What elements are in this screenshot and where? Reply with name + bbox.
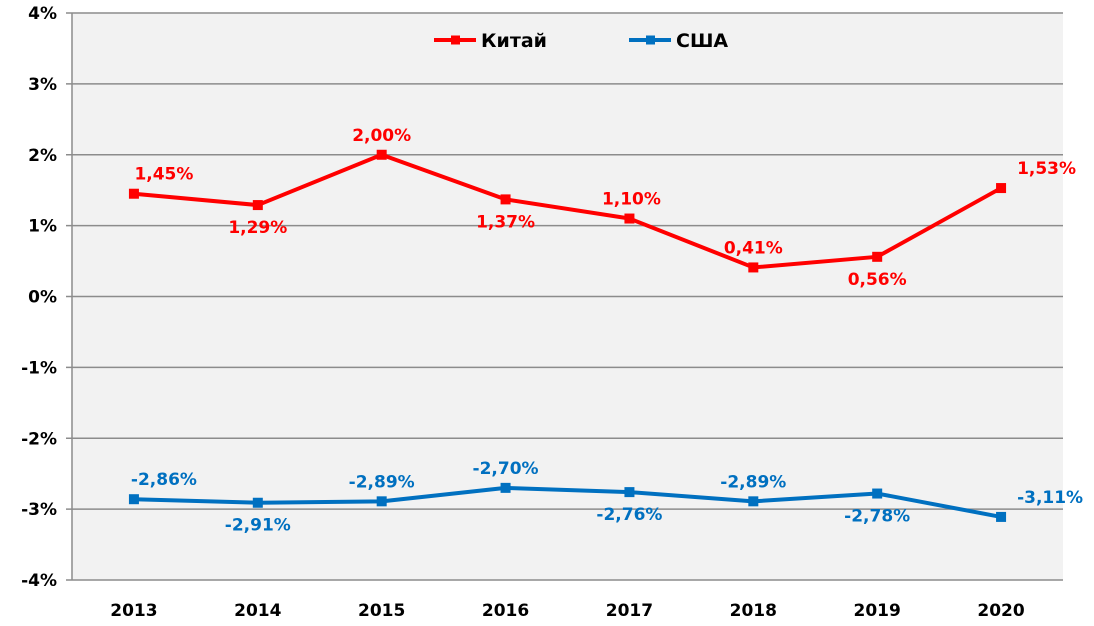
data-point-marker: [376, 149, 387, 160]
data-label: -2,89%: [720, 472, 786, 492]
x-tick-label: 2013: [110, 601, 157, 621]
data-point-marker: [500, 482, 511, 493]
legend: Китай США: [434, 30, 728, 52]
data-label: 1,53%: [1017, 159, 1076, 179]
legend-item-china: Китай: [434, 30, 547, 52]
x-tick-label: 2015: [358, 601, 405, 621]
data-point-marker: [500, 194, 511, 205]
y-tick-label: -4%: [21, 571, 57, 591]
y-axis-tick-labels: 4% 3% 2% 1% 0% -1% -2% -3% -4%: [21, 4, 57, 591]
data-point-marker: [376, 496, 387, 507]
data-point-marker: [872, 251, 883, 262]
data-label: 1,45%: [134, 165, 193, 185]
x-tick-label: 2014: [234, 601, 281, 621]
x-tick-label: 2020: [977, 601, 1024, 621]
data-label: 0,41%: [724, 238, 783, 258]
y-tick-label: 3%: [28, 75, 57, 95]
data-point-marker: [996, 183, 1007, 194]
series-china: 1,45% 1,29% 2,00% 1,37% 1,10% 0,41% 0,56% 1,53%: [128, 126, 1076, 290]
x-axis-tick-labels: 2013 2014 2015 2016 2017 2018 2019 2020: [110, 601, 1025, 621]
data-point-marker: [748, 496, 759, 507]
data-label: 0,56%: [848, 270, 907, 290]
data-point-marker: [624, 213, 635, 224]
data-label: -2,78%: [844, 507, 910, 527]
data-point-marker: [872, 488, 883, 499]
y-tick-label: 2%: [28, 146, 57, 166]
data-label: 1,10%: [602, 190, 661, 210]
y-tick-label: 4%: [28, 4, 57, 24]
y-tick-label: 0%: [28, 288, 57, 308]
data-point-marker: [996, 511, 1007, 522]
legend-marker-swatch: [451, 35, 460, 45]
series-usa: -2,86% -2,91% -2,89% -2,70% -2,76% -2,89% -2,7…: [128, 459, 1083, 536]
data-label: -2,91%: [225, 516, 291, 536]
series-line: [133, 485, 1002, 519]
x-tick-label: 2017: [606, 601, 653, 621]
legend-label: Китай: [481, 30, 547, 52]
x-tick-label: 2016: [482, 601, 529, 621]
data-label: -3,11%: [1017, 488, 1083, 508]
y-tick-label: -2%: [21, 429, 57, 449]
gridlines: [66, 12, 1063, 581]
data-point-marker: [252, 200, 263, 211]
data-point-marker: [748, 262, 759, 273]
data-label: -2,70%: [473, 459, 539, 479]
legend-label: США: [676, 30, 728, 52]
data-point-marker: [128, 188, 139, 199]
series-line: [133, 152, 1003, 270]
data-label: -2,76%: [596, 505, 662, 525]
data-label: 1,29%: [228, 218, 287, 238]
data-label: -2,86%: [131, 470, 197, 490]
y-tick-label: 1%: [28, 217, 57, 237]
x-tick-label: 2018: [730, 601, 777, 621]
data-label: -2,89%: [349, 472, 415, 492]
legend-item-usa: США: [629, 30, 728, 52]
legend-marker-swatch: [646, 35, 655, 45]
data-point-marker: [128, 494, 139, 505]
y-tick-label: -3%: [21, 500, 57, 520]
data-label: 1,37%: [476, 212, 535, 232]
series: 1,45% 1,29% 2,00% 1,37% 1,10% 0,41% 0,56% 1,53%…: [128, 126, 1083, 536]
y-tick-label: -1%: [21, 358, 57, 378]
data-label: 2,00%: [352, 126, 411, 146]
x-tick-label: 2019: [854, 601, 901, 621]
data-point-marker: [252, 497, 263, 508]
data-point-marker: [624, 487, 635, 498]
